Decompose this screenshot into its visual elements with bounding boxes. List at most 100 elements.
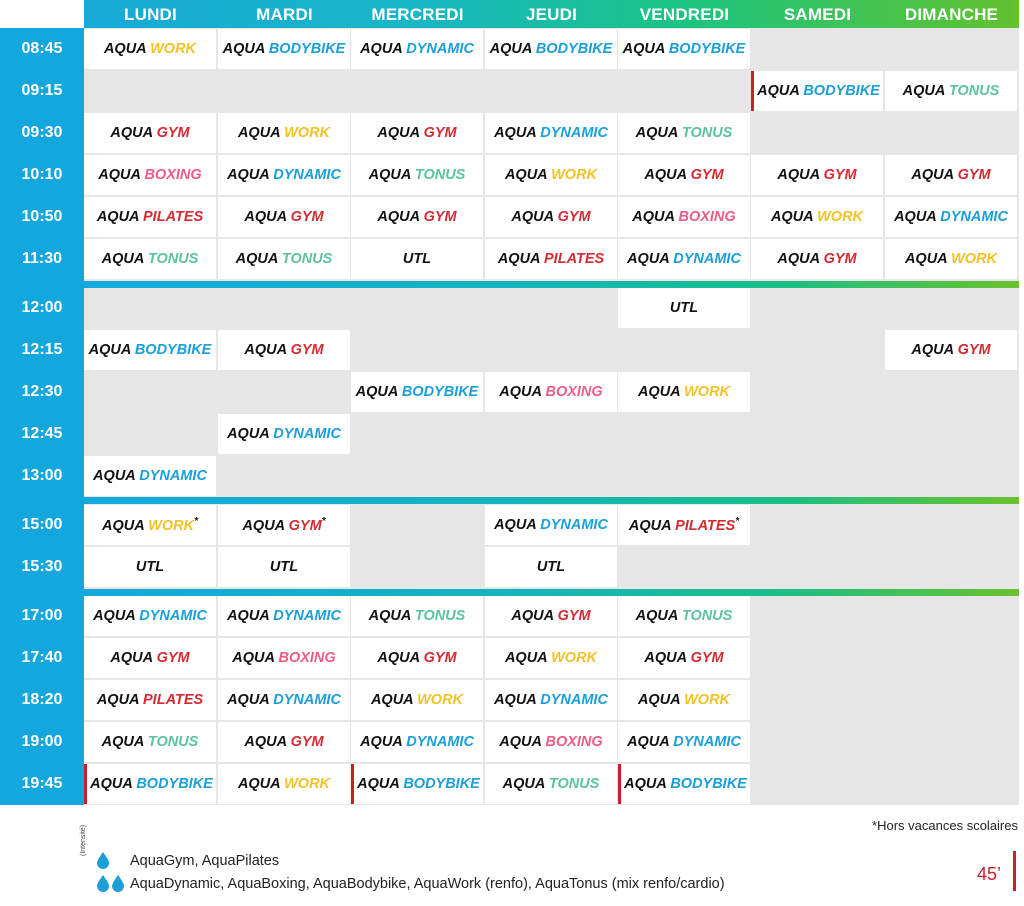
class-cell: AQUA GYM <box>618 638 750 678</box>
class-label: AQUA PILATES <box>96 692 204 708</box>
class-cell: AQUA GYM <box>84 638 216 678</box>
class-cell: AQUA TONUS <box>84 722 216 762</box>
time-label: 12:15 <box>21 341 63 358</box>
class-cell: AQUA DYNAMIC <box>618 722 750 762</box>
class-label: UTL <box>669 300 699 316</box>
time-label: 09:30 <box>21 124 63 141</box>
class-cell: AQUA WORK <box>84 29 216 69</box>
class-cell: AQUA WORK <box>485 638 617 678</box>
time-label: 10:50 <box>21 208 63 225</box>
class-label: AQUA BOXING <box>232 650 336 666</box>
class-cell: AQUA TONUS <box>618 113 750 153</box>
class-label: AQUA WORK <box>637 692 731 708</box>
class-label: AQUA DYNAMIC <box>360 41 474 57</box>
intensity-label: (Intensité) <box>80 824 87 856</box>
class-label: AQUA BODYBIKE <box>222 41 346 57</box>
class-label: AQUA BODYBIKE <box>757 83 880 99</box>
class-label: AQUA BOXING <box>499 734 603 750</box>
time-label: 19:45 <box>21 775 63 792</box>
footnote: *Hors vacances scolaires <box>872 818 1018 833</box>
class-label: AQUA BODYBIKE <box>90 776 213 792</box>
class-label: AQUA WORK* <box>101 516 198 534</box>
class-label: AQUA GYM <box>110 125 190 141</box>
class-label: AQUA GYM <box>377 650 457 666</box>
class-cell: AQUA TONUS <box>485 764 617 804</box>
class-cell: AQUA WORK <box>485 155 617 195</box>
class-cell: AQUA TONUS <box>351 155 483 195</box>
class-cell: AQUA TONUS <box>84 239 216 279</box>
time-label: 08:45 <box>21 40 63 57</box>
class-cell: AQUA GYM* <box>218 505 350 545</box>
class-cell: AQUA GYM <box>218 197 350 237</box>
class-cell: AQUA GYM <box>885 330 1017 370</box>
class-label: AQUA TONUS <box>101 251 199 267</box>
class-label: UTL <box>269 559 299 575</box>
class-label: AQUA WORK <box>504 167 598 183</box>
class-cell: AQUA BOXING <box>84 155 216 195</box>
class-label: AQUA WORK <box>637 384 731 400</box>
class-label: AQUA DYNAMIC <box>894 209 1008 225</box>
class-cell: AQUA DYNAMIC <box>218 680 350 720</box>
day-header-mercredi: MERCREDI <box>371 5 464 24</box>
class-cell: AQUA TONUS <box>351 596 483 636</box>
class-label: AQUA PILATES <box>497 251 605 267</box>
class-cell: AQUA GYM <box>751 155 883 195</box>
day-header-mardi: MARDI <box>256 5 313 24</box>
class-label: AQUA GYM <box>377 125 457 141</box>
class-cell: AQUA PILATES* <box>618 505 750 545</box>
class-label: AQUA BOXING <box>499 384 603 400</box>
class-cell: AQUA DYNAMIC <box>618 239 750 279</box>
class-label: AQUA DYNAMIC <box>227 426 341 442</box>
class-cell: AQUA GYM <box>351 638 483 678</box>
class-label: AQUA TONUS <box>368 167 466 183</box>
day-header-dimanche: DIMANCHE <box>904 5 999 24</box>
class-label: AQUA DYNAMIC <box>227 167 341 183</box>
class-label: AQUA TONUS <box>235 251 333 267</box>
class-label: AQUA TONUS <box>635 125 733 141</box>
class-cell: AQUA PILATES <box>84 197 216 237</box>
day-header-lundi: LUNDI <box>124 5 177 24</box>
water-drop-icon <box>97 852 109 869</box>
class-label: AQUA TONUS <box>902 83 1000 99</box>
class-cell: AQUA BODYBIKE <box>485 29 617 69</box>
day-header-jeudi: JEUDI <box>525 5 578 24</box>
class-label: AQUA GYM <box>511 608 591 624</box>
class-label: AQUA PILATES <box>96 209 204 225</box>
class-cell: AQUA WORK <box>218 764 350 804</box>
class-label: AQUA BODYBIKE <box>489 41 613 57</box>
class-cell: AQUA BODYBIKE <box>351 764 483 804</box>
class-label: AQUA GYM <box>644 650 724 666</box>
class-cell: AQUA DYNAMIC <box>84 456 216 496</box>
class-label: UTL <box>536 559 566 575</box>
class-label: AQUA DYNAMIC <box>227 608 341 624</box>
class-label: AQUA BODYBIKE <box>624 776 747 792</box>
class-label: AQUA GYM <box>244 342 324 358</box>
time-column <box>0 28 84 805</box>
day-header-bar <box>84 0 1019 28</box>
class-cell: AQUA DYNAMIC <box>351 722 483 762</box>
class-label: AQUA WORK <box>237 125 331 141</box>
class-label: AQUA BOXING <box>98 167 202 183</box>
class-label: AQUA TONUS <box>502 776 600 792</box>
class-label: UTL <box>135 559 165 575</box>
class-label: AQUA TONUS <box>635 608 733 624</box>
time-label: 18:20 <box>21 691 63 708</box>
class-label: AQUA DYNAMIC <box>627 734 741 750</box>
class-cell: AQUA WORK <box>618 680 750 720</box>
time-label: 17:40 <box>21 649 63 666</box>
class-cell: AQUA WORK* <box>84 505 216 545</box>
class-cell: AQUA TONUS <box>618 596 750 636</box>
time-label: 15:00 <box>21 516 63 533</box>
class-label: UTL <box>402 251 432 267</box>
time-label: 17:00 <box>21 607 63 624</box>
class-cell: AQUA DYNAMIC <box>351 29 483 69</box>
class-cell: AQUA GYM <box>751 239 883 279</box>
class-label: AQUA GYM <box>911 167 991 183</box>
day-header-vendredi: VENDREDI <box>639 5 730 24</box>
water-drop-icon <box>112 875 124 892</box>
class-label: AQUA GYM <box>777 167 857 183</box>
class-cell: AQUA BODYBIKE <box>351 372 483 412</box>
class-cell: AQUA DYNAMIC <box>218 414 350 454</box>
class-cell: AQUA PILATES <box>84 680 216 720</box>
class-label: AQUA GYM <box>511 209 591 225</box>
